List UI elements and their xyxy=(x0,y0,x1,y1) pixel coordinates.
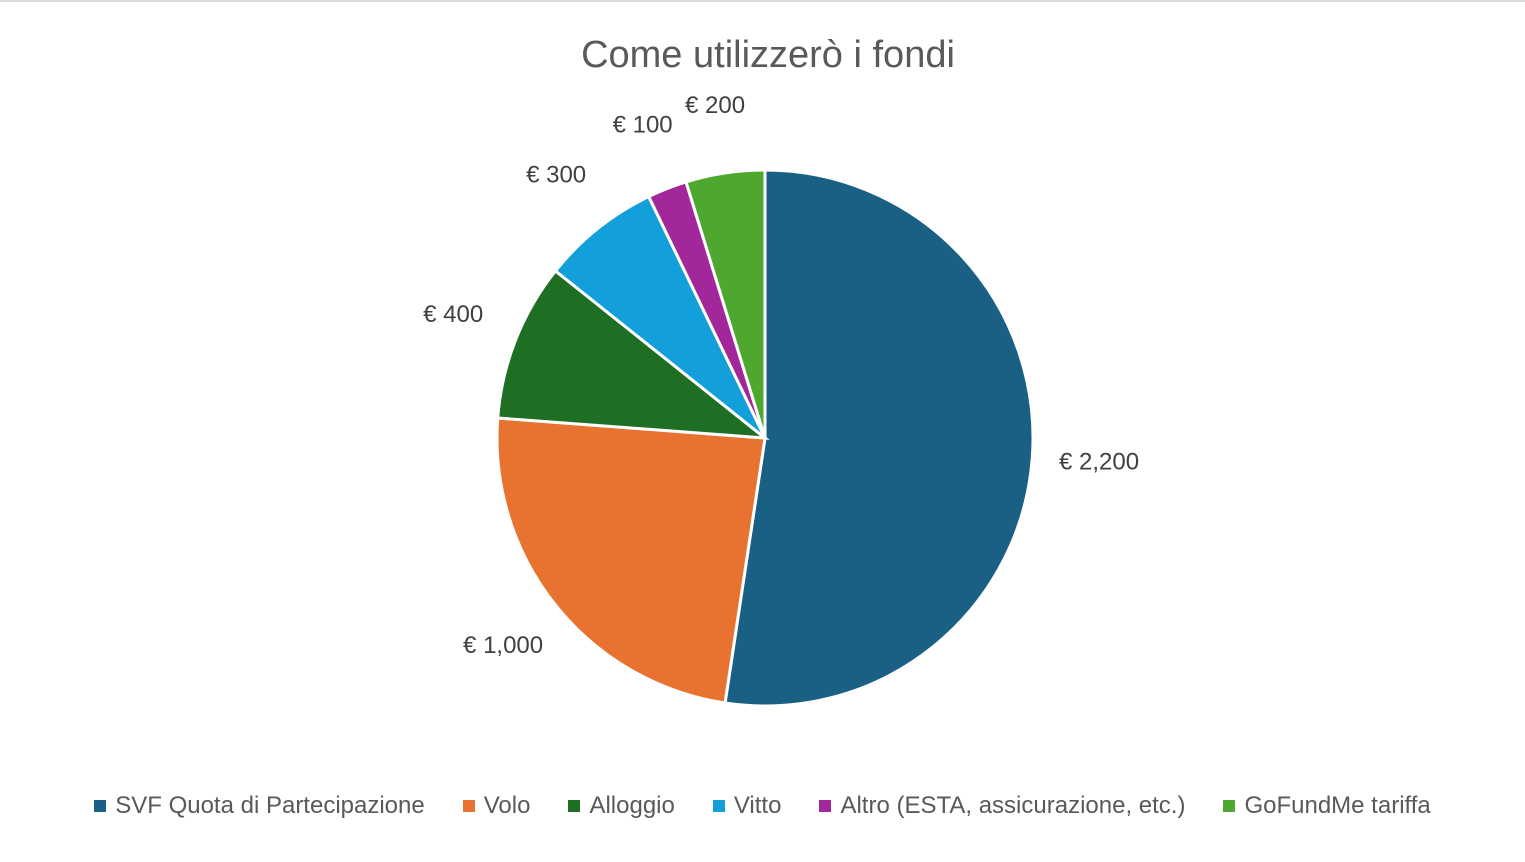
legend-swatch xyxy=(568,800,581,812)
legend-label: Vitto xyxy=(733,792,782,819)
legend-swatch xyxy=(462,800,475,812)
legend-item: Alloggio xyxy=(568,792,675,820)
chart: Come utilizzerò i fondi € 2,200 € 1,000 € … xyxy=(423,34,1139,708)
data-label: € 200 xyxy=(685,92,745,119)
data-label: € 400 xyxy=(423,301,483,328)
legend: SVF Quota di Partecipazione Volo Alloggio V… xyxy=(0,792,1525,820)
pie-slice xyxy=(723,168,1035,708)
legend-item: Volo xyxy=(462,792,531,820)
data-label: € 2,200 xyxy=(1059,448,1139,475)
data-label: € 300 xyxy=(526,161,586,188)
legend-label: SVF Quota di Partecipazione xyxy=(115,792,425,819)
chart-title: Come utilizzerò i fondi xyxy=(581,34,955,76)
pie-slice xyxy=(495,416,767,705)
legend-item: SVF Quota di Partecipazione xyxy=(94,792,425,820)
legend-label: Alloggio xyxy=(589,792,675,819)
legend-swatch xyxy=(94,800,107,812)
data-label: € 1,000 xyxy=(463,632,543,659)
data-label: € 100 xyxy=(613,112,673,139)
legend-swatch xyxy=(819,800,832,812)
pie-slice xyxy=(684,168,767,439)
legend-label: GoFundMe tariffa xyxy=(1244,792,1431,819)
pie-slice xyxy=(553,194,767,440)
legend-item: Vitto xyxy=(712,792,782,820)
legend-item: Altro (ESTA, assicurazione, etc.) xyxy=(819,792,1185,820)
legend-label: Altro (ESTA, assicurazione, etc.) xyxy=(840,792,1186,819)
legend-swatch xyxy=(712,800,725,812)
legend-label: Volo xyxy=(483,792,531,819)
pie-slice xyxy=(496,268,770,440)
legend-item: GoFundMe tariffa xyxy=(1223,792,1431,820)
legend-swatch xyxy=(1223,800,1236,812)
